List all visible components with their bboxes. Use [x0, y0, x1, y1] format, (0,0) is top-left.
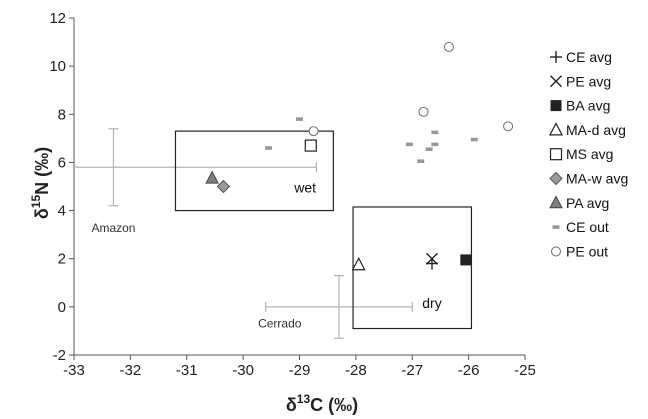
legend: CE avg PE avg BA avg MA-d avg MS avg MA-w avg…: [549, 49, 628, 259]
data-point: [264, 146, 272, 150]
region-label: dry: [422, 295, 441, 311]
x-axis-ticks: -33 -32 -31 -30 -29 -28 -27 -26 -25: [63, 355, 536, 379]
data-point: [304, 139, 317, 152]
legend-label: MS avg: [566, 146, 613, 162]
region-boxes: wet dry: [174, 130, 473, 330]
legend-marker: [550, 100, 562, 112]
error-bar-label: Amazon: [91, 221, 135, 235]
x-tick-label: -28: [345, 362, 367, 379]
y-tick-label: 0: [58, 299, 66, 316]
y-tick-label: 2: [58, 251, 66, 268]
legend-label: MA-w avg: [566, 171, 628, 187]
data-point: [470, 137, 478, 142]
data-point: [417, 159, 425, 164]
data-point: [216, 179, 231, 194]
x-tick-label: -32: [120, 362, 142, 379]
x-tick-label: -30: [232, 362, 254, 379]
legend-marker: [549, 122, 563, 136]
legend-marker: [549, 171, 563, 186]
error-bars: Amazon Cerrado: [74, 128, 413, 339]
region-box: [174, 130, 334, 212]
y-axis-ticks: -2 0 2 4 6 8 10 12: [49, 10, 74, 364]
x-tick-label: -27: [401, 362, 423, 379]
legend-marker: [549, 195, 563, 209]
legend-marker: [552, 225, 560, 229]
x-tick-label: -31: [176, 362, 198, 379]
legend-label: CE avg: [566, 49, 612, 65]
data-points: [205, 41, 514, 271]
error-bar-label: Cerrado: [258, 316, 302, 330]
legend-marker: [550, 246, 562, 257]
y-axis-label: δ15N (‰): [29, 147, 52, 219]
data-point: [443, 41, 454, 52]
data-point: [425, 147, 433, 151]
x-tick-label: -26: [458, 362, 480, 379]
y-tick-label: 12: [49, 10, 66, 27]
x-tick-label: -29: [289, 362, 311, 379]
data-point: [431, 142, 439, 147]
data-point: [460, 254, 472, 266]
legend-label: BA avg: [566, 98, 610, 114]
x-tick-label: -25: [514, 362, 536, 379]
data-point: [418, 106, 429, 117]
legend-marker: [550, 51, 562, 63]
legend-marker: [549, 148, 563, 161]
data-point: [351, 256, 366, 271]
legend-label: PE avg: [566, 73, 611, 89]
data-point: [205, 170, 219, 184]
x-axis-label: δ13C (‰): [286, 392, 358, 415]
data-point: [503, 121, 514, 132]
y-tick-label: 6: [58, 154, 66, 171]
x-tick-label: -33: [63, 362, 85, 379]
legend-label: PA avg: [566, 195, 609, 211]
y-tick-label: -2: [53, 347, 66, 364]
legend-label: MA-d avg: [566, 122, 626, 138]
y-tick-label: 10: [49, 58, 66, 75]
data-point: [308, 126, 319, 137]
y-tick-label: 4: [58, 203, 66, 220]
region-label: wet: [293, 180, 316, 196]
legend-marker: [550, 75, 562, 88]
legend-label: CE out: [566, 219, 609, 235]
data-point: [425, 252, 438, 265]
data-point: [296, 117, 303, 121]
y-tick-label: 8: [58, 106, 66, 123]
legend-label: PE out: [566, 243, 608, 259]
data-point: [431, 130, 439, 135]
data-point: [405, 142, 413, 147]
